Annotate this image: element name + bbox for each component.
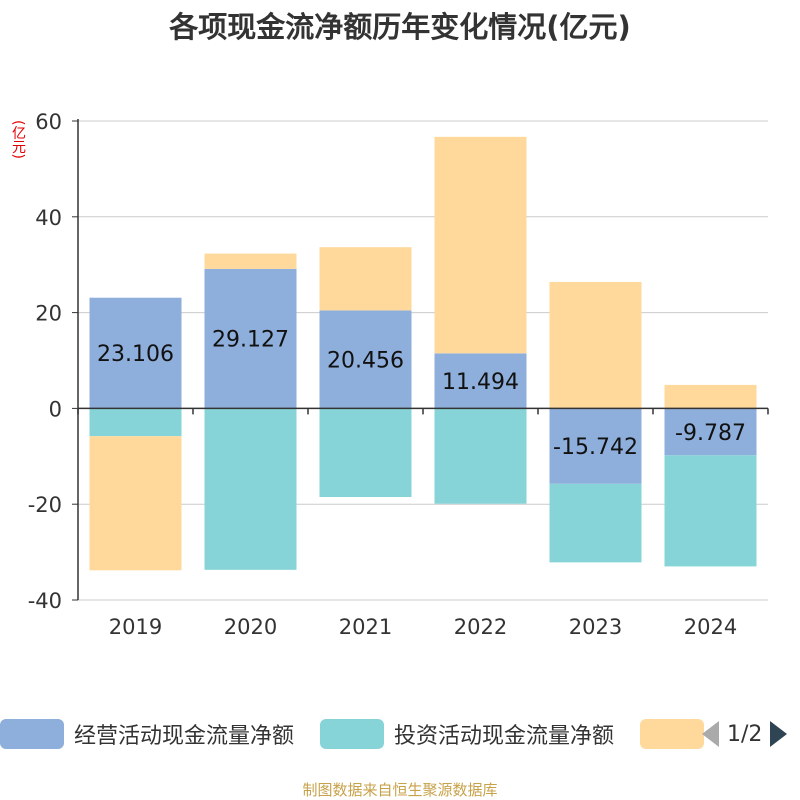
legend-swatch-investing: [320, 719, 384, 749]
legend: 经营活动现金流量净额 投资活动现金流量净额: [0, 716, 800, 752]
data-labels: 23.106 29.127 20.456 11.494 -15.742 -9.787: [97, 328, 746, 460]
legend-item-financing[interactable]: [640, 716, 714, 752]
tick-labels: -40 -20 0 20 40 60 2019 2020 2021 2022 2023 2024: [28, 110, 738, 639]
bar-operating: [89, 297, 182, 409]
legend-page-indicator: 1/2: [727, 721, 763, 747]
gridlines: [78, 120, 768, 601]
bar-investing: [434, 408, 527, 504]
x-tick-label: 2022: [454, 615, 507, 639]
x-tick-label: 2021: [339, 615, 392, 639]
pager-next-icon[interactable]: [770, 721, 788, 747]
y-tick-label: 20: [35, 302, 62, 326]
bar-chart: -40 -20 0 20 40 60 2019 2020 2021 2022 2023 2024 23…: [28, 110, 769, 639]
y-axis-unit: (亿元): [10, 120, 26, 159]
x-tick-label: 2020: [224, 615, 277, 639]
data-label: 29.127: [212, 328, 289, 353]
data-label: 11.494: [442, 370, 519, 395]
bar-operating: [204, 268, 297, 409]
data-label: -15.742: [553, 435, 638, 460]
legend-label-investing: 投资活动现金流量净额: [394, 724, 615, 749]
x-tick-label: 2019: [109, 615, 162, 639]
x-tick-label: 2023: [569, 615, 622, 639]
legend-label-operating: 经营活动现金流量净额: [74, 724, 295, 749]
bar-investing: [549, 483, 642, 563]
bar-financing: [434, 136, 527, 354]
y-tick-label: 60: [35, 110, 62, 134]
bar-operating: [319, 310, 412, 409]
data-label: 23.106: [97, 342, 174, 367]
bar-financing: [89, 436, 182, 571]
legend-pager: 1/2: [700, 716, 800, 752]
legend-item-operating[interactable]: 经营活动现金流量净额: [0, 716, 294, 752]
bar-operating: [549, 408, 642, 484]
data-label: -9.787: [675, 421, 746, 446]
axes: [72, 119, 769, 601]
data-source: 制图数据来自恒生聚源数据库: [302, 781, 498, 799]
bar-financing: [204, 253, 297, 269]
bar-financing: [549, 281, 642, 409]
bars: [89, 136, 757, 571]
x-tick-label: 2024: [684, 615, 737, 639]
pager-prev-icon[interactable]: [702, 721, 719, 747]
y-tick-label: -20: [28, 493, 62, 517]
data-label: 20.456: [327, 348, 404, 373]
legend-swatch-financing: [640, 719, 704, 749]
legend-item-investing[interactable]: 投资活动现金流量净额: [320, 716, 614, 752]
bar-financing: [319, 247, 412, 311]
bar-financing: [664, 384, 757, 409]
bar-investing: [664, 455, 757, 567]
y-tick-label: -40: [28, 589, 62, 613]
bar-operating: [664, 408, 757, 456]
bar-operating: [434, 353, 527, 409]
y-tick-label: 40: [35, 206, 62, 230]
bar-investing: [319, 408, 412, 498]
chart-title: 各项现金流净额历年变化情况(亿元): [169, 10, 631, 44]
bar-investing: [89, 408, 182, 437]
legend-swatch-operating: [0, 719, 64, 749]
y-tick-label: 0: [49, 397, 62, 421]
bar-investing: [204, 408, 297, 570]
